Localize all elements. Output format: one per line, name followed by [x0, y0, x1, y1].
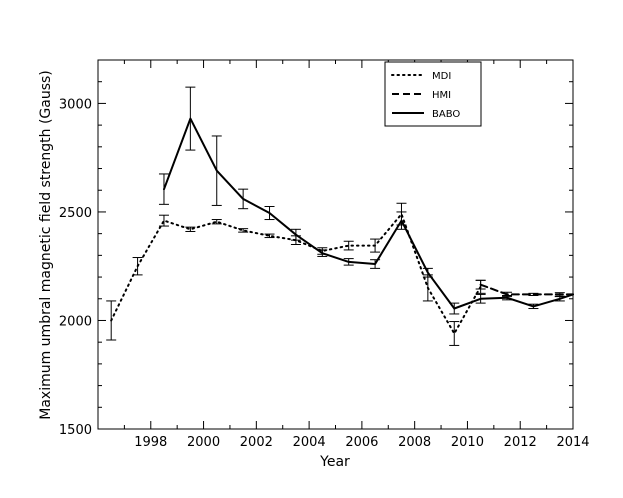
legend-box [384, 61, 482, 127]
error-bar-babo [185, 86, 196, 151]
axis-ticks [97, 59, 574, 430]
y-tick-label: 3000 [59, 97, 92, 112]
error-bar-mdi [264, 233, 275, 239]
error-bar-mdi [370, 238, 381, 253]
y-tick-label: 2500 [59, 206, 92, 221]
legend: MDI HMI BABO [384, 61, 482, 127]
x-tick-label: 2014 [556, 435, 589, 450]
y-tick-label: 2000 [59, 314, 92, 329]
plot-frame [97, 59, 574, 430]
error-bar-babo [158, 173, 169, 205]
error-bar-babo [396, 211, 407, 230]
x-tick-label: 1998 [134, 435, 167, 450]
legend-label-mdi: MDI [432, 71, 451, 82]
error-bar-babo [502, 295, 513, 301]
error-bar-babo [554, 296, 565, 302]
error-bar-mdi [238, 228, 249, 233]
x-tick-label: 2004 [293, 435, 326, 450]
error-bar-babo [343, 258, 354, 266]
x-tick-label: 2006 [345, 435, 378, 450]
error-bar-mdi [343, 240, 354, 251]
legend-label-hmi: HMI [432, 90, 451, 101]
x-axis-label: Year [319, 454, 350, 470]
error-bar-mdi [158, 214, 169, 227]
error-bar-babo [290, 228, 301, 241]
series-layer [106, 86, 574, 346]
series-line-babo [163, 117, 574, 310]
x-tick-label: 2010 [451, 435, 484, 450]
series-hmi [475, 279, 574, 298]
error-bar-mdi [106, 300, 117, 341]
y-tick-label: 1500 [59, 423, 92, 438]
error-bar-mdi [185, 226, 196, 232]
legend-label-babo: BABO [432, 109, 460, 120]
error-bar-babo [449, 302, 460, 315]
error-bar-hmi [475, 279, 486, 290]
x-tick-label: 2000 [187, 435, 220, 450]
series-babo [158, 86, 574, 315]
x-tick-label: 2008 [398, 435, 431, 450]
error-bar-babo [264, 206, 275, 221]
error-bar-babo [475, 293, 486, 304]
x-tick-label: 2012 [504, 435, 537, 450]
error-bar-babo [317, 249, 328, 257]
y-tick-labels: 1500 2000 2500 3000 [59, 97, 92, 438]
y-axis-label: Maximum umbral magnetic field strength (… [38, 70, 54, 420]
error-bar-mdi [211, 219, 222, 225]
x-tick-label: 2002 [240, 435, 273, 450]
error-bar-babo [422, 267, 433, 278]
error-bar-babo [370, 259, 381, 269]
error-bar-babo [238, 188, 249, 210]
error-bar-mdi [132, 257, 143, 276]
error-bar-hmi [528, 292, 539, 297]
x-tick-labels: 1998 2000 2002 2004 2006 2008 2010 2012 2014 [134, 435, 589, 450]
error-bar-babo [211, 135, 222, 206]
error-bar-mdi [449, 321, 460, 346]
error-bar-babo [528, 303, 539, 310]
